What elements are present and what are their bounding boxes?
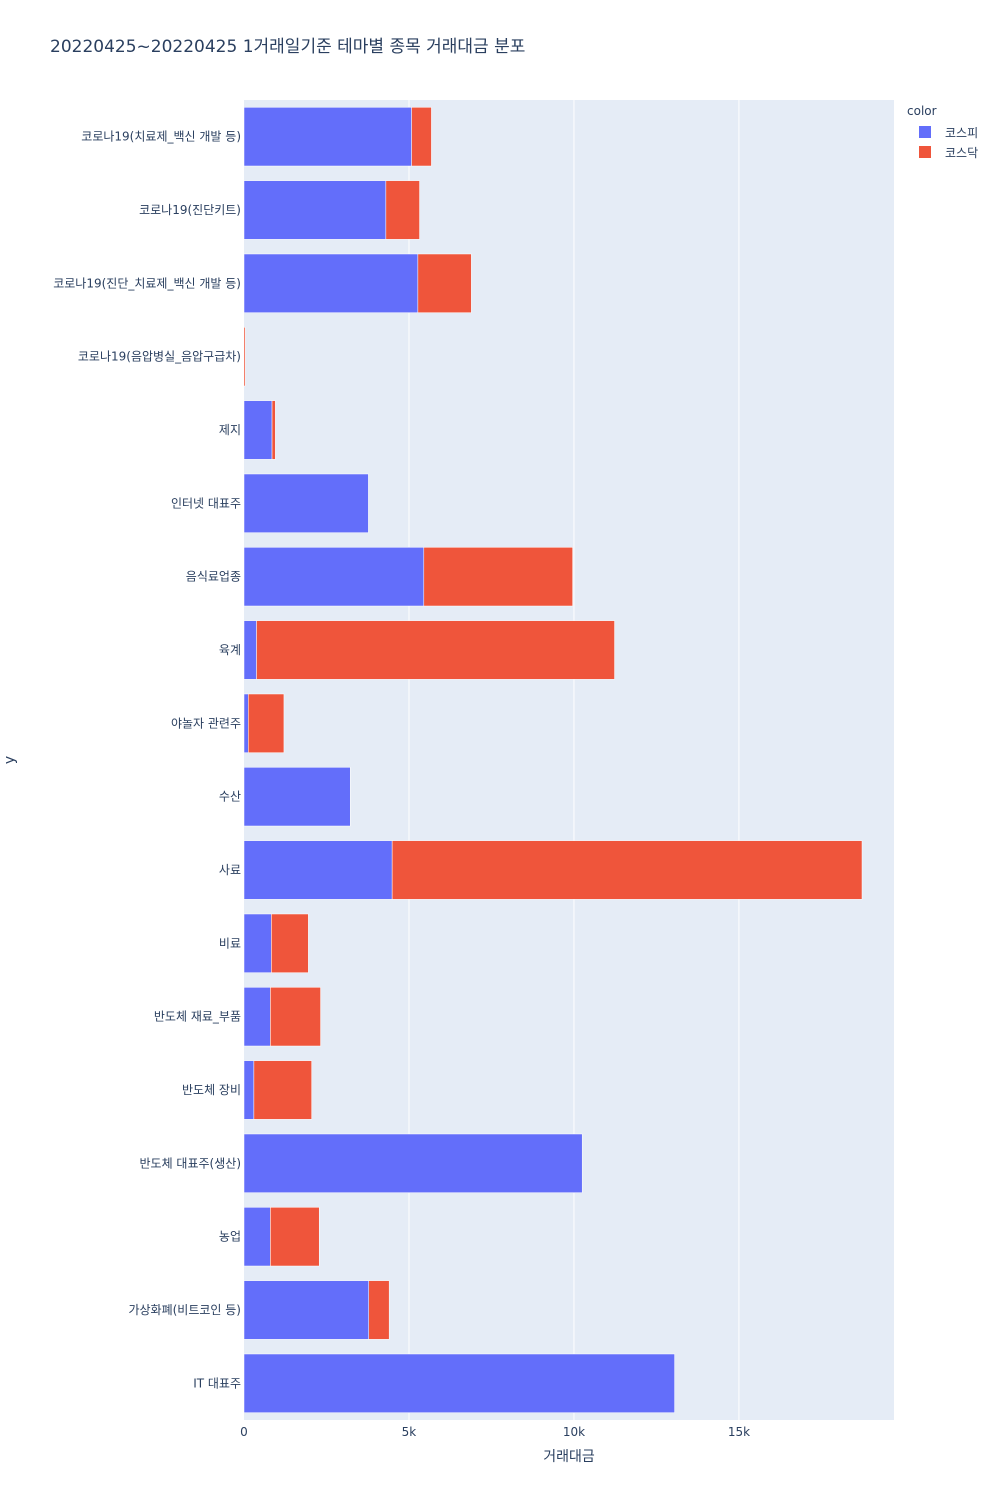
y-tick-label: IT 대표주 <box>193 1376 241 1390</box>
legend-title: color <box>907 104 937 118</box>
bar-segment[interactable] <box>243 473 369 533</box>
y-tick-label: 코로나19(진단_치료제_백신 개발 등) <box>53 276 241 290</box>
x-tick-label: 0 <box>240 1425 248 1439</box>
legend-item[interactable]: 코스닥 <box>907 142 978 162</box>
bar-segment[interactable] <box>243 1060 255 1120</box>
bar-segment[interactable] <box>385 180 420 240</box>
bar-segment[interactable] <box>243 840 393 900</box>
y-tick-label: 반도체 대표주(생산) <box>140 1156 242 1170</box>
legend-label: 코스피 <box>945 125 979 140</box>
y-tick-label: 반도체 재료_부품 <box>154 1010 241 1024</box>
bar-segment[interactable] <box>248 693 285 753</box>
y-tick-label: 제지 <box>219 423 241 437</box>
bar-segment[interactable] <box>391 840 863 900</box>
plot-area <box>244 100 894 1420</box>
x-tick-label: 10k <box>563 1425 585 1439</box>
legend-item[interactable]: 코스피 <box>907 122 978 142</box>
bar-segment[interactable] <box>243 547 425 607</box>
x-tick-label: 15k <box>728 1425 750 1439</box>
bar-segment[interactable] <box>243 913 272 973</box>
y-tick-label: 인터넷 대표주 <box>171 496 241 510</box>
bar-segment[interactable] <box>411 107 432 167</box>
bar-segment[interactable] <box>243 1353 675 1413</box>
x-tick-labels: 0 5k 10k 15k <box>240 1425 750 1439</box>
y-tick-label: 가상화폐(비트코인 등) <box>128 1303 241 1317</box>
y-tick-label: 야놀자 관련주 <box>171 716 241 730</box>
y-tick-label: 음식료업종 <box>186 570 241 584</box>
bar-segment[interactable] <box>417 253 472 313</box>
y-tick-label: 코로나19(진단키트) <box>139 203 241 217</box>
bar-segment[interactable] <box>368 1280 390 1340</box>
bar-segment[interactable] <box>243 180 387 240</box>
bars <box>243 107 863 1413</box>
y-tick-label: 반도체 장비 <box>182 1083 241 1097</box>
legend-swatch <box>919 126 931 138</box>
y-tick-label: 육계 <box>219 643 241 657</box>
y-tick-label: 비료 <box>219 936 241 950</box>
legend-label: 코스닥 <box>945 145 979 160</box>
y-tick-label: 농업 <box>219 1230 241 1244</box>
bar-segment[interactable] <box>243 767 351 827</box>
bar-segment[interactable] <box>243 253 419 313</box>
y-tick-label: 코로나19(음압병실_음압구급차) <box>78 350 241 364</box>
bar-segment[interactable] <box>423 547 573 607</box>
bar-segment[interactable] <box>270 1207 320 1267</box>
bar-segment[interactable] <box>243 107 412 167</box>
bar-segment[interactable] <box>243 400 273 460</box>
bar-segment[interactable] <box>270 987 321 1047</box>
gridlines <box>408 100 740 1420</box>
x-axis-title: 거래대금 <box>543 1449 595 1465</box>
chart-title: 20220425~20220425 1거래일기준 테마별 종목 거래대금 분포 <box>50 37 526 57</box>
y-tick-label: 수산 <box>219 790 241 804</box>
bar-segment[interactable] <box>243 620 257 680</box>
bar-segment[interactable] <box>271 400 276 460</box>
bar-segment[interactable] <box>243 1133 583 1193</box>
bar-segment[interactable] <box>243 1207 271 1267</box>
y-tick-labels: 코로나19(치료제_백신 개발 등) 코로나19(진단키트) 코로나19(진단_치료… <box>53 130 241 1391</box>
y-tick-label: 사료 <box>219 863 241 877</box>
bar-segment[interactable] <box>243 693 249 753</box>
legend-swatch <box>919 146 931 158</box>
y-axis-title: y <box>2 756 18 764</box>
bar-segment[interactable] <box>243 987 271 1047</box>
bar-segment[interactable] <box>243 327 246 387</box>
y-tick-label: 코로나19(치료제_백신 개발 등) <box>81 130 241 144</box>
bar-segment[interactable] <box>243 1280 369 1340</box>
bar-segment[interactable] <box>256 620 615 680</box>
bar-segment[interactable] <box>271 913 309 973</box>
x-tick-label: 5k <box>402 1425 417 1439</box>
bar-segment[interactable] <box>253 1060 312 1120</box>
